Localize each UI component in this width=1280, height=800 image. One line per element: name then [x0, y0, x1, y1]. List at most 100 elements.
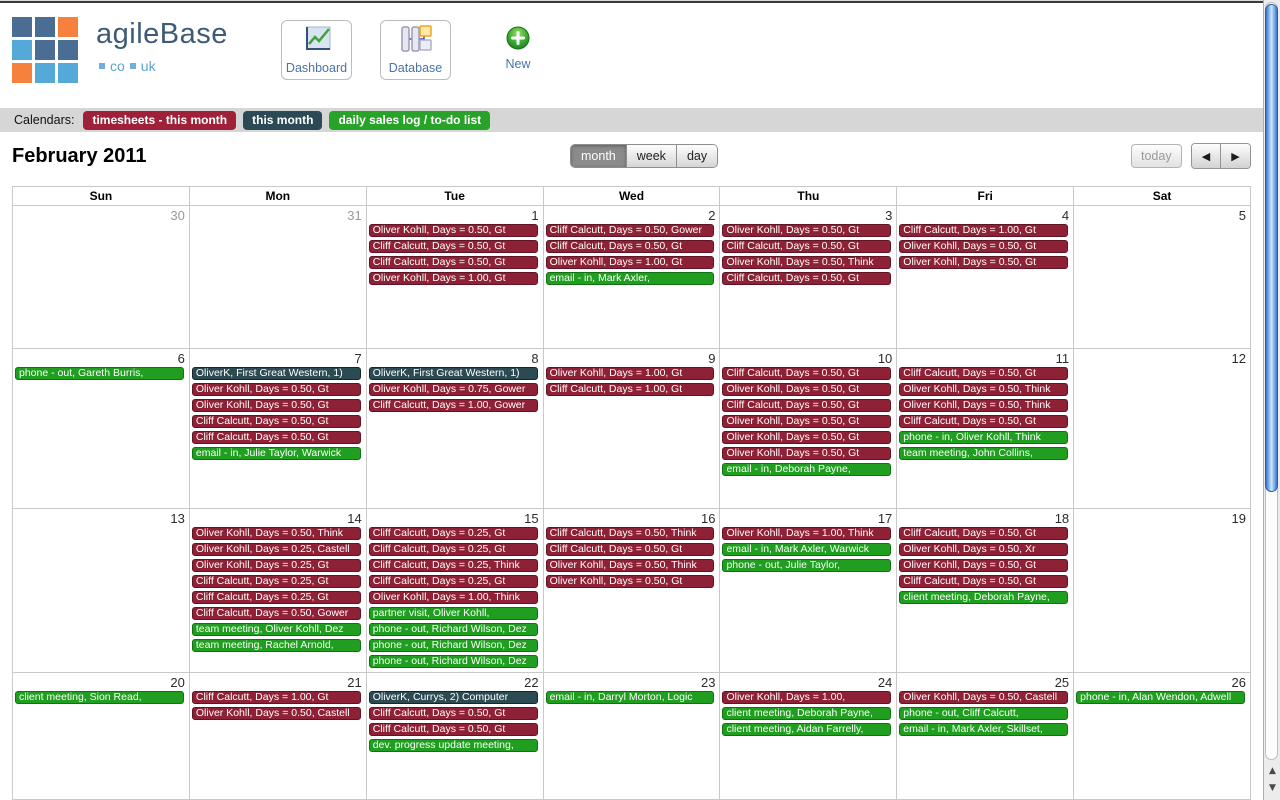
calendar-event-timesheets[interactable]: Oliver Kohll, Days = 0.50, Xr: [899, 543, 1069, 556]
day-cell[interactable]: 6 phone - out, Gareth Burris,: [13, 349, 190, 509]
calendar-event-timesheets[interactable]: Cliff Calcutt, Days = 1.00, Gower: [368, 399, 538, 412]
calendar-event-timesheets[interactable]: Oliver Kohll, Days = 0.50, Gt: [722, 224, 892, 237]
calendar-event-sales[interactable]: team meeting, John Collins,: [899, 447, 1069, 460]
calendar-event-timesheets[interactable]: Cliff Calcutt, Days = 0.50, Gt: [368, 240, 538, 253]
calendar-event-sales[interactable]: phone - in, Oliver Kohll, Think: [899, 431, 1069, 444]
calendar-event-sales[interactable]: email - in, Deborah Payne,: [722, 463, 892, 476]
calendar-event-sales[interactable]: email - in, Mark Axler,: [545, 272, 715, 285]
vertical-scrollbar[interactable]: ▲ ▼: [1263, 0, 1280, 800]
day-cell[interactable]: 30: [13, 206, 190, 349]
calendar-event-timesheets[interactable]: Oliver Kohll, Days = 0.50, Gt: [191, 399, 361, 412]
calendar-event-timesheets[interactable]: Cliff Calcutt, Days = 0.50, Think: [545, 527, 715, 540]
database-button[interactable]: Database: [380, 20, 451, 80]
calendar-event-sales[interactable]: client meeting, Aidan Farrelly,: [722, 723, 892, 736]
calendar-event-timesheets[interactable]: Cliff Calcutt, Days = 0.50, Gower: [191, 607, 361, 620]
calendar-event-timesheets[interactable]: Oliver Kohll, Days = 0.50, Castell: [191, 707, 361, 720]
calendar-event-timesheets[interactable]: Cliff Calcutt, Days = 0.50, Gt: [722, 272, 892, 285]
calendar-event-timesheets[interactable]: Cliff Calcutt, Days = 0.50, Gt: [899, 415, 1069, 428]
calendar-event-sales[interactable]: partner visit, Oliver Kohll,: [368, 607, 538, 620]
day-cell[interactable]: 17 Oliver Kohll, Days = 1.00, Think email …: [720, 509, 898, 673]
calendar-event-month[interactable]: OliverK, First Great Western, 1): [191, 367, 361, 380]
calendar-event-timesheets[interactable]: Cliff Calcutt, Days = 0.50, Gt: [899, 527, 1069, 540]
calendar-event-timesheets[interactable]: Cliff Calcutt, Days = 0.25, Gt: [191, 591, 361, 604]
day-cell[interactable]: 16 Cliff Calcutt, Days = 0.50, Think Cliff…: [543, 509, 721, 673]
calendar-event-timesheets[interactable]: Cliff Calcutt, Days = 0.50, Gower: [545, 224, 715, 237]
calendar-event-sales[interactable]: email - in, Mark Axler, Warwick: [722, 543, 892, 556]
day-cell[interactable]: 14 Oliver Kohll, Days = 0.50, Think Oliver…: [189, 509, 367, 673]
day-cell[interactable]: 2 Cliff Calcutt, Days = 0.50, Gower Cliff …: [543, 206, 721, 349]
day-cell[interactable]: 11 Cliff Calcutt, Days = 0.50, Gt Oliver K…: [897, 349, 1075, 509]
calendar-event-timesheets[interactable]: Cliff Calcutt, Days = 0.50, Gt: [545, 240, 715, 253]
day-cell[interactable]: 5: [1074, 206, 1251, 349]
calendar-event-timesheets[interactable]: Oliver Kohll, Days = 0.50, Castell: [899, 691, 1069, 704]
calendar-event-sales[interactable]: phone - out, Julie Taylor,: [722, 559, 892, 572]
day-cell[interactable]: 9 Oliver Kohll, Days = 1.00, Gt Cliff Calc…: [543, 349, 721, 509]
calendar-event-timesheets[interactable]: Cliff Calcutt, Days = 0.50, Gt: [722, 240, 892, 253]
calendar-event-timesheets[interactable]: Cliff Calcutt, Days = 0.50, Gt: [722, 399, 892, 412]
new-button[interactable]: New: [498, 26, 538, 78]
calendar-event-sales[interactable]: client meeting, Sion Read,: [15, 691, 184, 704]
today-button[interactable]: today: [1131, 144, 1182, 168]
scroll-down-icon[interactable]: ▼: [1269, 783, 1276, 793]
calendar-event-timesheets[interactable]: Cliff Calcutt, Days = 0.25, Gt: [368, 543, 538, 556]
calendar-event-timesheets[interactable]: Oliver Kohll, Days = 0.50, Gt: [722, 415, 892, 428]
calendar-event-timesheets[interactable]: Cliff Calcutt, Days = 0.50, Gt: [191, 431, 361, 444]
day-cell[interactable]: 20 client meeting, Sion Read,: [13, 673, 190, 800]
calendar-event-sales[interactable]: phone - out, Richard Wilson, Dez: [368, 655, 538, 668]
scrollbar-thumb[interactable]: [1265, 4, 1278, 492]
day-cell[interactable]: 21 Cliff Calcutt, Days = 1.00, Gt Oliver K…: [189, 673, 367, 800]
calendar-event-timesheets[interactable]: Oliver Kohll, Days = 1.00, Gt: [545, 367, 715, 380]
calendar-event-timesheets[interactable]: Cliff Calcutt, Days = 0.50, Gt: [899, 575, 1069, 588]
day-cell[interactable]: 24 Oliver Kohll, Days = 1.00, client meeti…: [720, 673, 898, 800]
calendar-event-timesheets[interactable]: Oliver Kohll, Days = 0.50, Think: [545, 559, 715, 572]
calendar-event-timesheets[interactable]: Cliff Calcutt, Days = 0.50, Gt: [368, 256, 538, 269]
calendar-event-timesheets[interactable]: Oliver Kohll, Days = 0.50, Think: [899, 399, 1069, 412]
day-cell[interactable]: 4 Cliff Calcutt, Days = 1.00, Gt Oliver Ko…: [897, 206, 1075, 349]
day-cell[interactable]: 13: [13, 509, 190, 673]
calendar-event-timesheets[interactable]: Oliver Kohll, Days = 0.50, Think: [722, 256, 892, 269]
calendar-event-timesheets[interactable]: Oliver Kohll, Days = 1.00, Gt: [368, 272, 538, 285]
day-cell[interactable]: 3 Oliver Kohll, Days = 0.50, Gt Cliff Calc…: [720, 206, 898, 349]
day-cell[interactable]: 7 OliverK, First Great Western, 1) Oliver …: [189, 349, 367, 509]
calendar-pill[interactable]: daily sales log / to-do list: [329, 110, 491, 130]
calendar-event-timesheets[interactable]: Oliver Kohll, Days = 0.50, Gt: [899, 240, 1069, 253]
calendar-event-timesheets[interactable]: Oliver Kohll, Days = 0.50, Gt: [899, 256, 1069, 269]
day-cell[interactable]: 31: [189, 206, 367, 349]
calendar-pill[interactable]: timesheets - this month: [83, 110, 237, 130]
dashboard-button[interactable]: Dashboard: [281, 20, 352, 80]
calendar-event-timesheets[interactable]: Cliff Calcutt, Days = 0.50, Gt: [368, 723, 538, 736]
calendar-event-sales[interactable]: phone - out, Richard Wilson, Dez: [368, 623, 538, 636]
calendar-pill[interactable]: this month: [243, 110, 323, 130]
calendar-event-month[interactable]: OliverK, First Great Western, 1): [368, 367, 538, 380]
calendar-event-timesheets[interactable]: Cliff Calcutt, Days = 0.50, Gt: [368, 707, 538, 720]
calendar-event-timesheets[interactable]: Oliver Kohll, Days = 0.50, Gt: [545, 575, 715, 588]
day-cell[interactable]: 1 Oliver Kohll, Days = 0.50, Gt Cliff Calc…: [366, 206, 544, 349]
day-cell[interactable]: 23 email - in, Darryl Morton, Logic: [543, 673, 721, 800]
agilebase-logo[interactable]: agileBase co uk: [12, 14, 272, 92]
calendar-event-sales[interactable]: dev. progress update meeting,: [368, 739, 538, 752]
calendar-event-timesheets[interactable]: Oliver Kohll, Days = 0.25, Castell: [191, 543, 361, 556]
calendar-event-timesheets[interactable]: Cliff Calcutt, Days = 0.50, Gt: [191, 415, 361, 428]
calendar-event-timesheets[interactable]: Oliver Kohll, Days = 0.50, Gt: [191, 383, 361, 396]
calendar-event-timesheets[interactable]: Cliff Calcutt, Days = 0.50, Gt: [545, 543, 715, 556]
calendar-event-timesheets[interactable]: Oliver Kohll, Days = 0.75, Gower: [368, 383, 538, 396]
calendar-event-timesheets[interactable]: Oliver Kohll, Days = 0.50, Gt: [368, 224, 538, 237]
calendar-event-timesheets[interactable]: Oliver Kohll, Days = 0.50, Think: [191, 527, 361, 540]
day-cell[interactable]: 19: [1074, 509, 1251, 673]
calendar-event-timesheets[interactable]: Cliff Calcutt, Days = 0.25, Gt: [368, 527, 538, 540]
calendar-event-timesheets[interactable]: Cliff Calcutt, Days = 0.25, Gt: [191, 575, 361, 588]
next-month-button[interactable]: ▶: [1221, 144, 1250, 168]
calendar-event-timesheets[interactable]: Oliver Kohll, Days = 1.00, Think: [722, 527, 892, 540]
view-day-button[interactable]: day: [676, 145, 718, 167]
calendar-event-timesheets[interactable]: Oliver Kohll, Days = 1.00,: [722, 691, 892, 704]
calendar-event-timesheets[interactable]: Cliff Calcutt, Days = 1.00, Gt: [545, 383, 715, 396]
calendar-event-sales[interactable]: email - in, Mark Axler, Skillset,: [899, 723, 1069, 736]
calendar-event-sales[interactable]: client meeting, Deborah Payne,: [722, 707, 892, 720]
calendar-event-timesheets[interactable]: Cliff Calcutt, Days = 0.50, Gt: [899, 367, 1069, 380]
day-cell[interactable]: 12: [1074, 349, 1251, 509]
day-cell[interactable]: 25 Oliver Kohll, Days = 0.50, Castell phon…: [897, 673, 1075, 800]
calendar-event-timesheets[interactable]: Oliver Kohll, Days = 0.50, Think: [899, 383, 1069, 396]
day-cell[interactable]: 10 Cliff Calcutt, Days = 0.50, Gt Oliver K…: [720, 349, 898, 509]
calendar-event-sales[interactable]: phone - out, Gareth Burris,: [15, 367, 184, 380]
calendar-event-sales[interactable]: email - in, Darryl Morton, Logic: [545, 691, 715, 704]
